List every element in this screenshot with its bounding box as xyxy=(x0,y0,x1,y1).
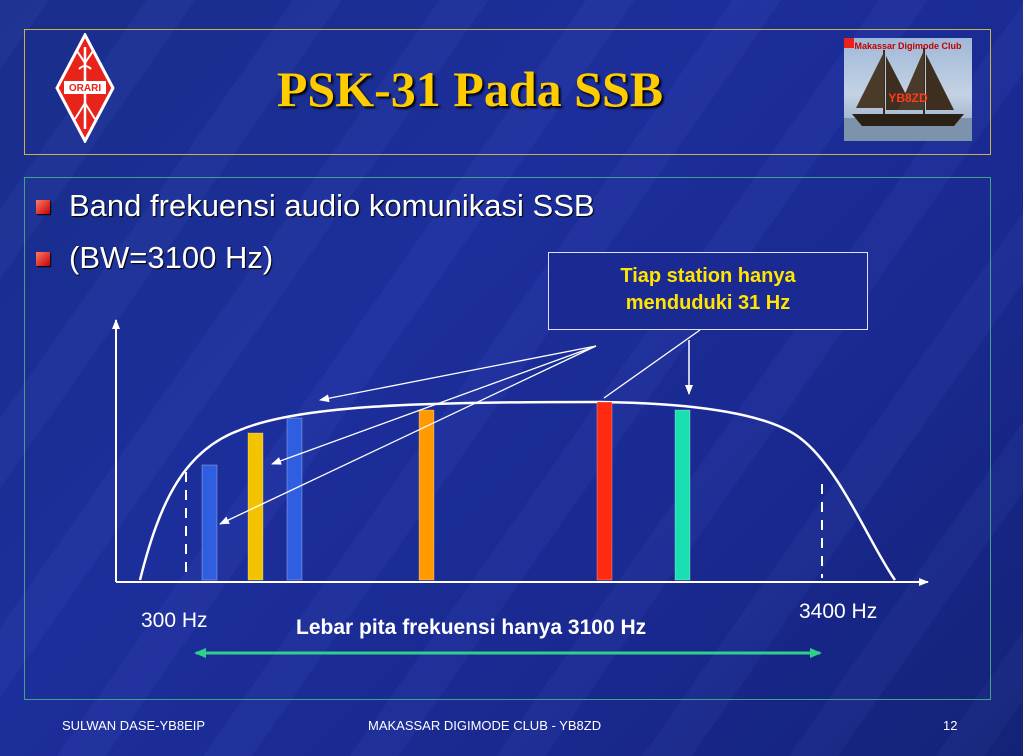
footer-club: MAKASSAR DIGIMODE CLUB - YB8ZD xyxy=(368,718,602,733)
low-frequency-label: 300 Hz xyxy=(141,609,208,632)
callout-text: menduduki 31 Hz xyxy=(625,292,791,314)
pointer-line xyxy=(319,345,597,403)
pointer-line xyxy=(271,345,597,465)
club-name: Makassar Digimode Club xyxy=(854,41,962,51)
signal-bar xyxy=(418,409,435,581)
title-frame xyxy=(24,29,991,155)
signal-bar xyxy=(596,401,613,581)
bandwidth-label: Lebar pita frekuensi hanya 3100 Hz xyxy=(296,616,647,639)
bullet-square-icon xyxy=(36,252,50,266)
bullet-text: Band frekuensi audio komunikasi SSB xyxy=(69,188,595,223)
content-frame xyxy=(24,177,991,700)
svg-text:ORARI: ORARI xyxy=(69,83,101,94)
signal-bars xyxy=(201,401,691,581)
passband-curve xyxy=(138,400,897,581)
high-frequency-label: 3400 Hz xyxy=(799,600,878,623)
sailing-ship-icon xyxy=(844,38,972,141)
signal-bar xyxy=(286,417,303,581)
footer-author: SULWAN DASE-YB8EIP xyxy=(62,718,206,733)
orari-logo-icon: ORARI xyxy=(55,33,115,143)
slide-title: PSK-31 Pada SSB xyxy=(276,61,664,117)
callout-pointer xyxy=(603,329,701,399)
bullet-text: (BW=3100 Hz) xyxy=(69,240,274,275)
signal-bar xyxy=(201,464,218,581)
callout-box: Tiap station hanya menduduki 31 Hz xyxy=(548,252,868,330)
club-logo: Makassar Digimode Club YB8ZD xyxy=(844,38,972,141)
bullet-square-icon xyxy=(36,200,50,214)
club-callsign: YB8ZD xyxy=(888,91,928,105)
pointer-line xyxy=(219,345,597,525)
callout-text: Tiap station hanya xyxy=(620,265,796,287)
page-number: 12 xyxy=(943,718,958,733)
signal-bar xyxy=(674,409,691,581)
